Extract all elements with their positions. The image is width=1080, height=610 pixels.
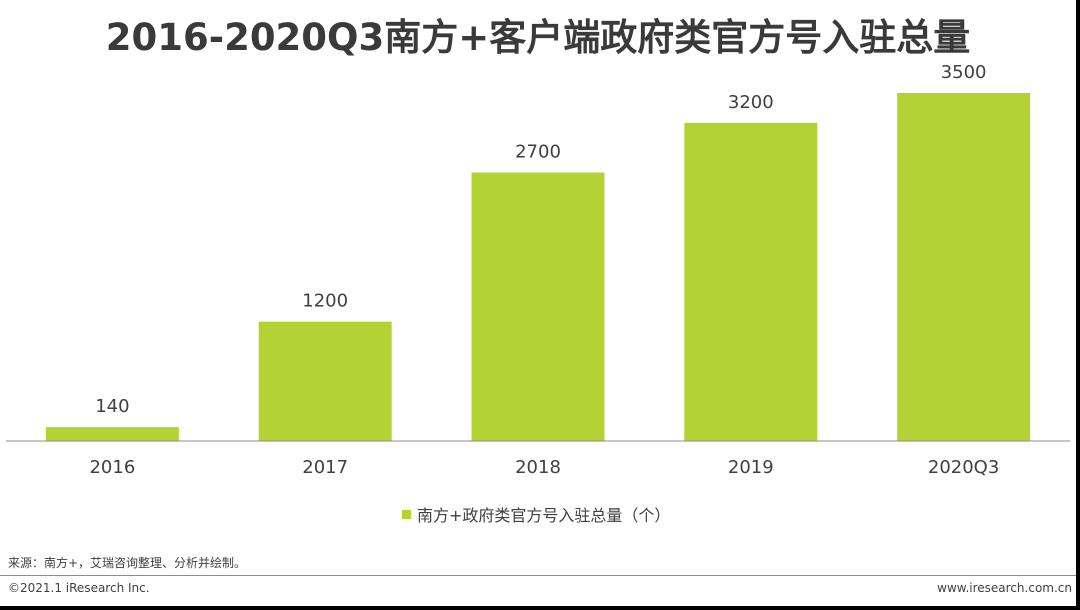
data-label-2020Q3: 3500 (941, 62, 987, 83)
source-note: 来源：南方+，艾瑞咨询整理、分析并绘制。 (8, 556, 247, 570)
data-label-2016: 140 (95, 396, 129, 417)
data-label-2018: 2700 (515, 142, 561, 163)
bars-layer (45, 92, 1031, 442)
bar-2020Q3 (897, 92, 1031, 441)
data-label-2017: 1200 (302, 291, 348, 312)
x-tick-2019: 2019 (728, 457, 774, 478)
x-tick-2018: 2018 (515, 457, 561, 478)
footer-divider (0, 575, 1076, 576)
copyright-text: ©2021.1 iResearch Inc. (8, 581, 150, 595)
data-labels-layer: 140 1200 2700 3200 3500 (95, 62, 986, 417)
legend: 南方+政府类官方号入驻总量（个） (402, 506, 670, 525)
legend-label: 南方+政府类官方号入驻总量（个） (417, 506, 670, 525)
bar-2017 (258, 321, 392, 441)
x-tick-2020Q3: 2020Q3 (928, 457, 999, 478)
bar-2019 (684, 122, 818, 442)
bar-2018 (471, 172, 605, 441)
bar-chart: 140 1200 2700 3200 3500 2016 2017 2018 2019 2020… (6, 62, 1070, 525)
website-link[interactable]: www.iresearch.com.cn (937, 581, 1072, 595)
x-tick-2016: 2016 (89, 457, 135, 478)
x-tick-2017: 2017 (302, 457, 348, 478)
bar-2016 (45, 427, 179, 441)
legend-swatch (402, 510, 411, 519)
chart-title: 2016-2020Q3南方+客户端政府类官方号入驻总量 (105, 16, 971, 59)
x-tick-labels-layer: 2016 2017 2018 2019 2020Q3 (89, 457, 999, 478)
data-label-2019: 3200 (728, 92, 774, 113)
